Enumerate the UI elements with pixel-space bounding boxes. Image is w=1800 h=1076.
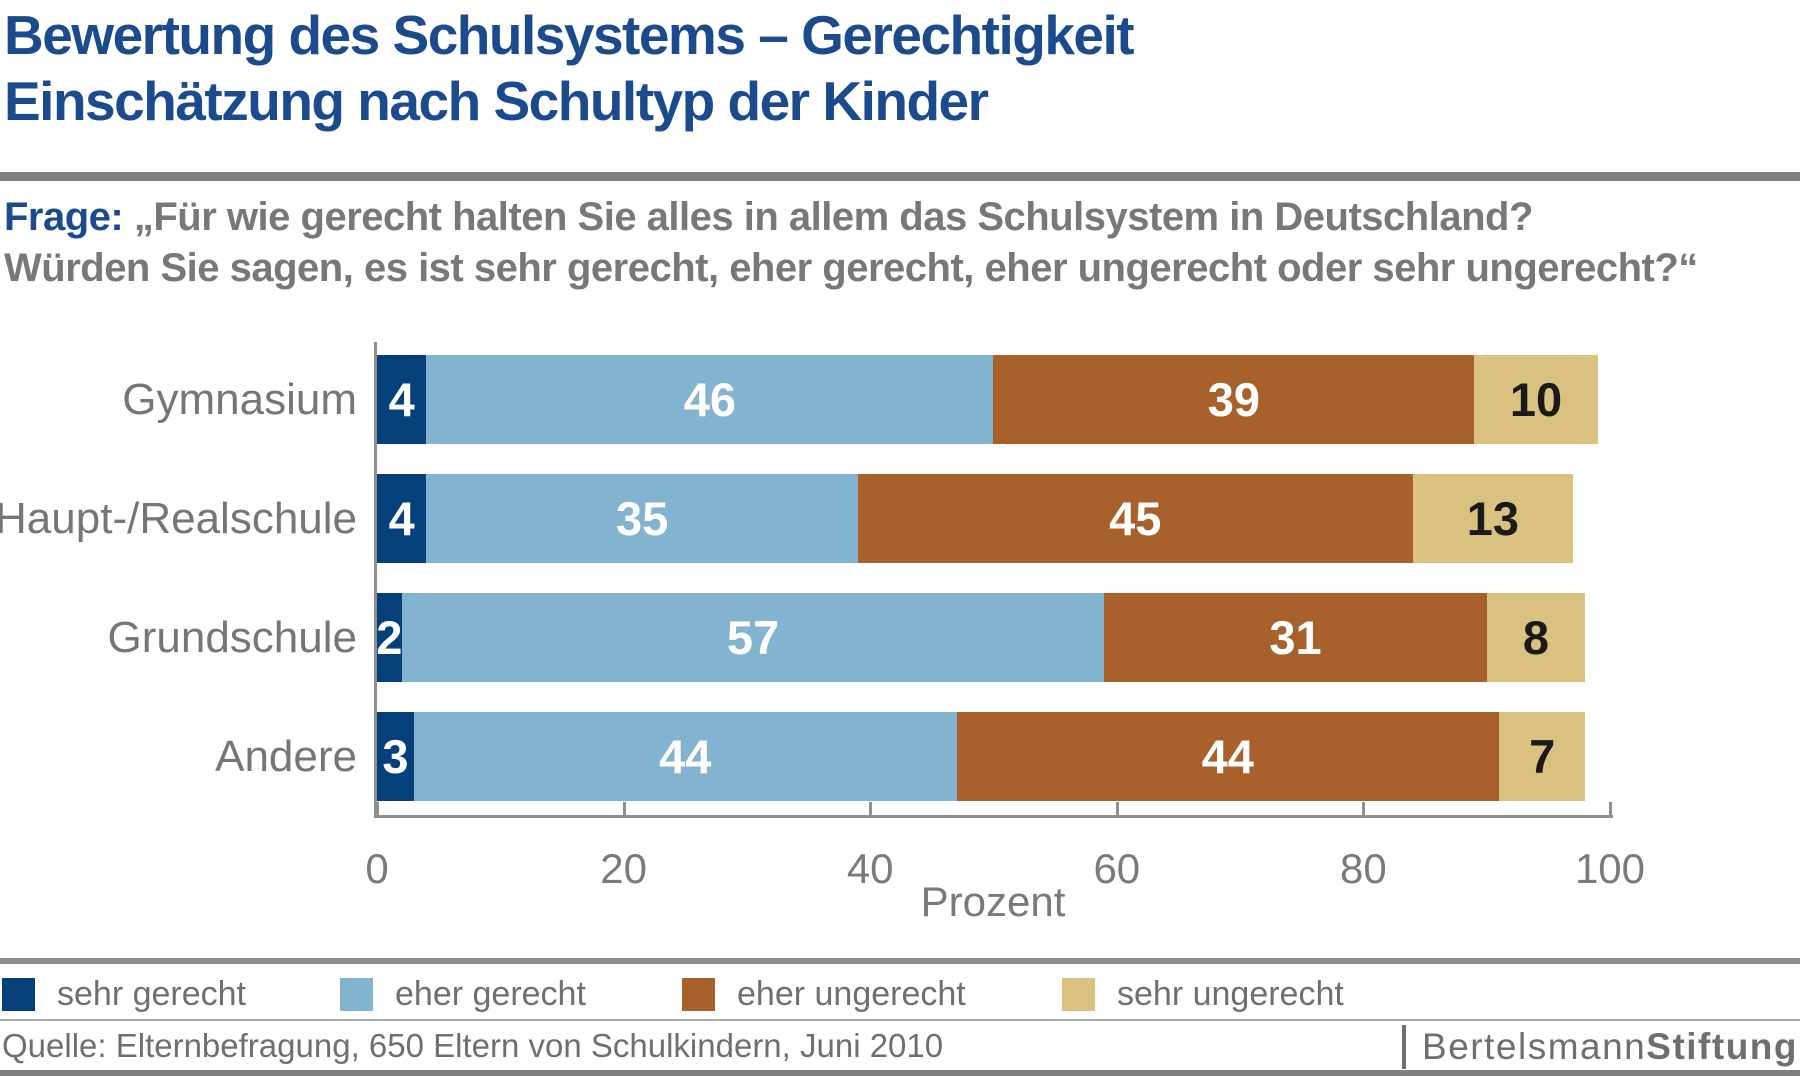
x-tick-60: [1115, 802, 1119, 815]
segment-eher-gerecht: 46: [426, 355, 994, 444]
stacked-bar-chart: 4 46 39 10 4 35 45 13 2 57 31 8 3 44 44 7: [376, 355, 1610, 801]
logo-vertical-bar-icon: [1402, 1025, 1407, 1069]
legend-label: eher gerecht: [395, 975, 586, 1013]
legend-swatch-icon: [1062, 978, 1095, 1011]
segment-eher-gerecht: 57: [401, 593, 1105, 682]
legend-item-sehr-gerecht: sehr gerecht: [2, 975, 246, 1014]
x-tick-label-40: 40: [846, 845, 894, 892]
legend-divider-bottom: [0, 1019, 1800, 1021]
x-tick-100: [1609, 802, 1612, 815]
category-label-andere: Andere: [215, 732, 357, 781]
question-prefix: Frage:: [4, 195, 124, 239]
segment-eher-ungerecht: 45: [857, 474, 1413, 563]
segment-sehr-gerecht: 4: [377, 474, 427, 563]
legend-item-sehr-ungerecht: sehr ungerecht: [1062, 975, 1344, 1014]
page-title: Bewertung des Schulsystems – Gerechtigke…: [4, 2, 1704, 134]
x-axis-title: Prozent: [920, 878, 1066, 925]
x-tick-label-20: 20: [600, 845, 647, 892]
segment-sehr-ungerecht: 8: [1486, 593, 1586, 682]
x-axis-line: [374, 815, 1613, 818]
brand-name-part1: Bertelsmann: [1422, 1026, 1647, 1067]
title-line-1: Bewertung des Schulsystems – Gerechtigke…: [4, 4, 1135, 66]
x-tick-80: [1362, 802, 1366, 815]
segment-eher-gerecht: 44: [413, 712, 957, 801]
x-tick-label-0: 0: [365, 845, 389, 892]
title-divider: [0, 172, 1800, 181]
x-tick-label-60: 60: [1093, 845, 1141, 892]
segment-sehr-gerecht: 3: [377, 712, 414, 801]
legend-item-eher-gerecht: eher gerecht: [340, 975, 586, 1014]
brand-name-part2: Stiftung: [1646, 1026, 1798, 1067]
legend-swatch-icon: [682, 978, 715, 1011]
x-tick-label-100: 100: [1574, 845, 1646, 892]
legend-divider-top: [0, 958, 1800, 964]
segment-eher-ungerecht: 44: [956, 712, 1500, 801]
category-label-haupt-realschule: Haupt-/Realschule: [0, 494, 357, 543]
segment-eher-ungerecht: 39: [993, 355, 1475, 444]
x-tick-20: [622, 802, 626, 815]
category-label-grundschule: Grundschule: [107, 613, 357, 662]
bar-row-andere: 3 44 44 7: [377, 712, 1610, 801]
y-axis-line: [374, 342, 377, 818]
legend-label: sehr gerecht: [57, 975, 246, 1013]
segment-sehr-gerecht: 2: [376, 593, 402, 682]
category-label-gymnasium: Gymnasium: [122, 375, 357, 424]
survey-question: Frage: „Für wie gerecht halten Sie alles…: [4, 192, 1784, 294]
bottom-border: [0, 1070, 1800, 1076]
segment-eher-ungerecht: 31: [1104, 593, 1487, 682]
legend-item-eher-ungerecht: eher ungerecht: [682, 975, 966, 1014]
legend-swatch-icon: [340, 978, 373, 1011]
legend-label: sehr ungerecht: [1117, 975, 1344, 1013]
title-line-2: Einschätzung nach Schultyp der Kinder: [4, 70, 989, 132]
question-line-1: „Für wie gerecht halten Sie alles in all…: [133, 195, 1534, 239]
segment-sehr-gerecht: 4: [377, 355, 427, 444]
x-tick-label-80: 80: [1340, 845, 1387, 892]
bertelsmann-stiftung-logo: BertelsmannStiftung: [1402, 1025, 1798, 1069]
legend-swatch-icon: [2, 978, 35, 1011]
question-line-2: Würden Sie sagen, es ist sehr gerecht, e…: [4, 246, 1698, 290]
bar-row-grundschule: 2 57 31 8: [376, 593, 1610, 682]
segment-sehr-ungerecht: 10: [1474, 355, 1598, 444]
bar-row-haupt-realschule: 4 35 45 13: [377, 474, 1610, 563]
segment-sehr-ungerecht: 7: [1499, 712, 1586, 801]
bar-row-gymnasium: 4 46 39 10: [377, 355, 1610, 444]
source-note: Quelle: Elternbefragung, 650 Eltern von …: [2, 1027, 944, 1064]
segment-eher-gerecht: 35: [426, 474, 858, 563]
segment-sehr-ungerecht: 13: [1412, 474, 1573, 563]
legend-label: eher ungerecht: [737, 975, 966, 1013]
x-tick-0: [376, 802, 379, 815]
x-tick-40: [869, 802, 873, 815]
